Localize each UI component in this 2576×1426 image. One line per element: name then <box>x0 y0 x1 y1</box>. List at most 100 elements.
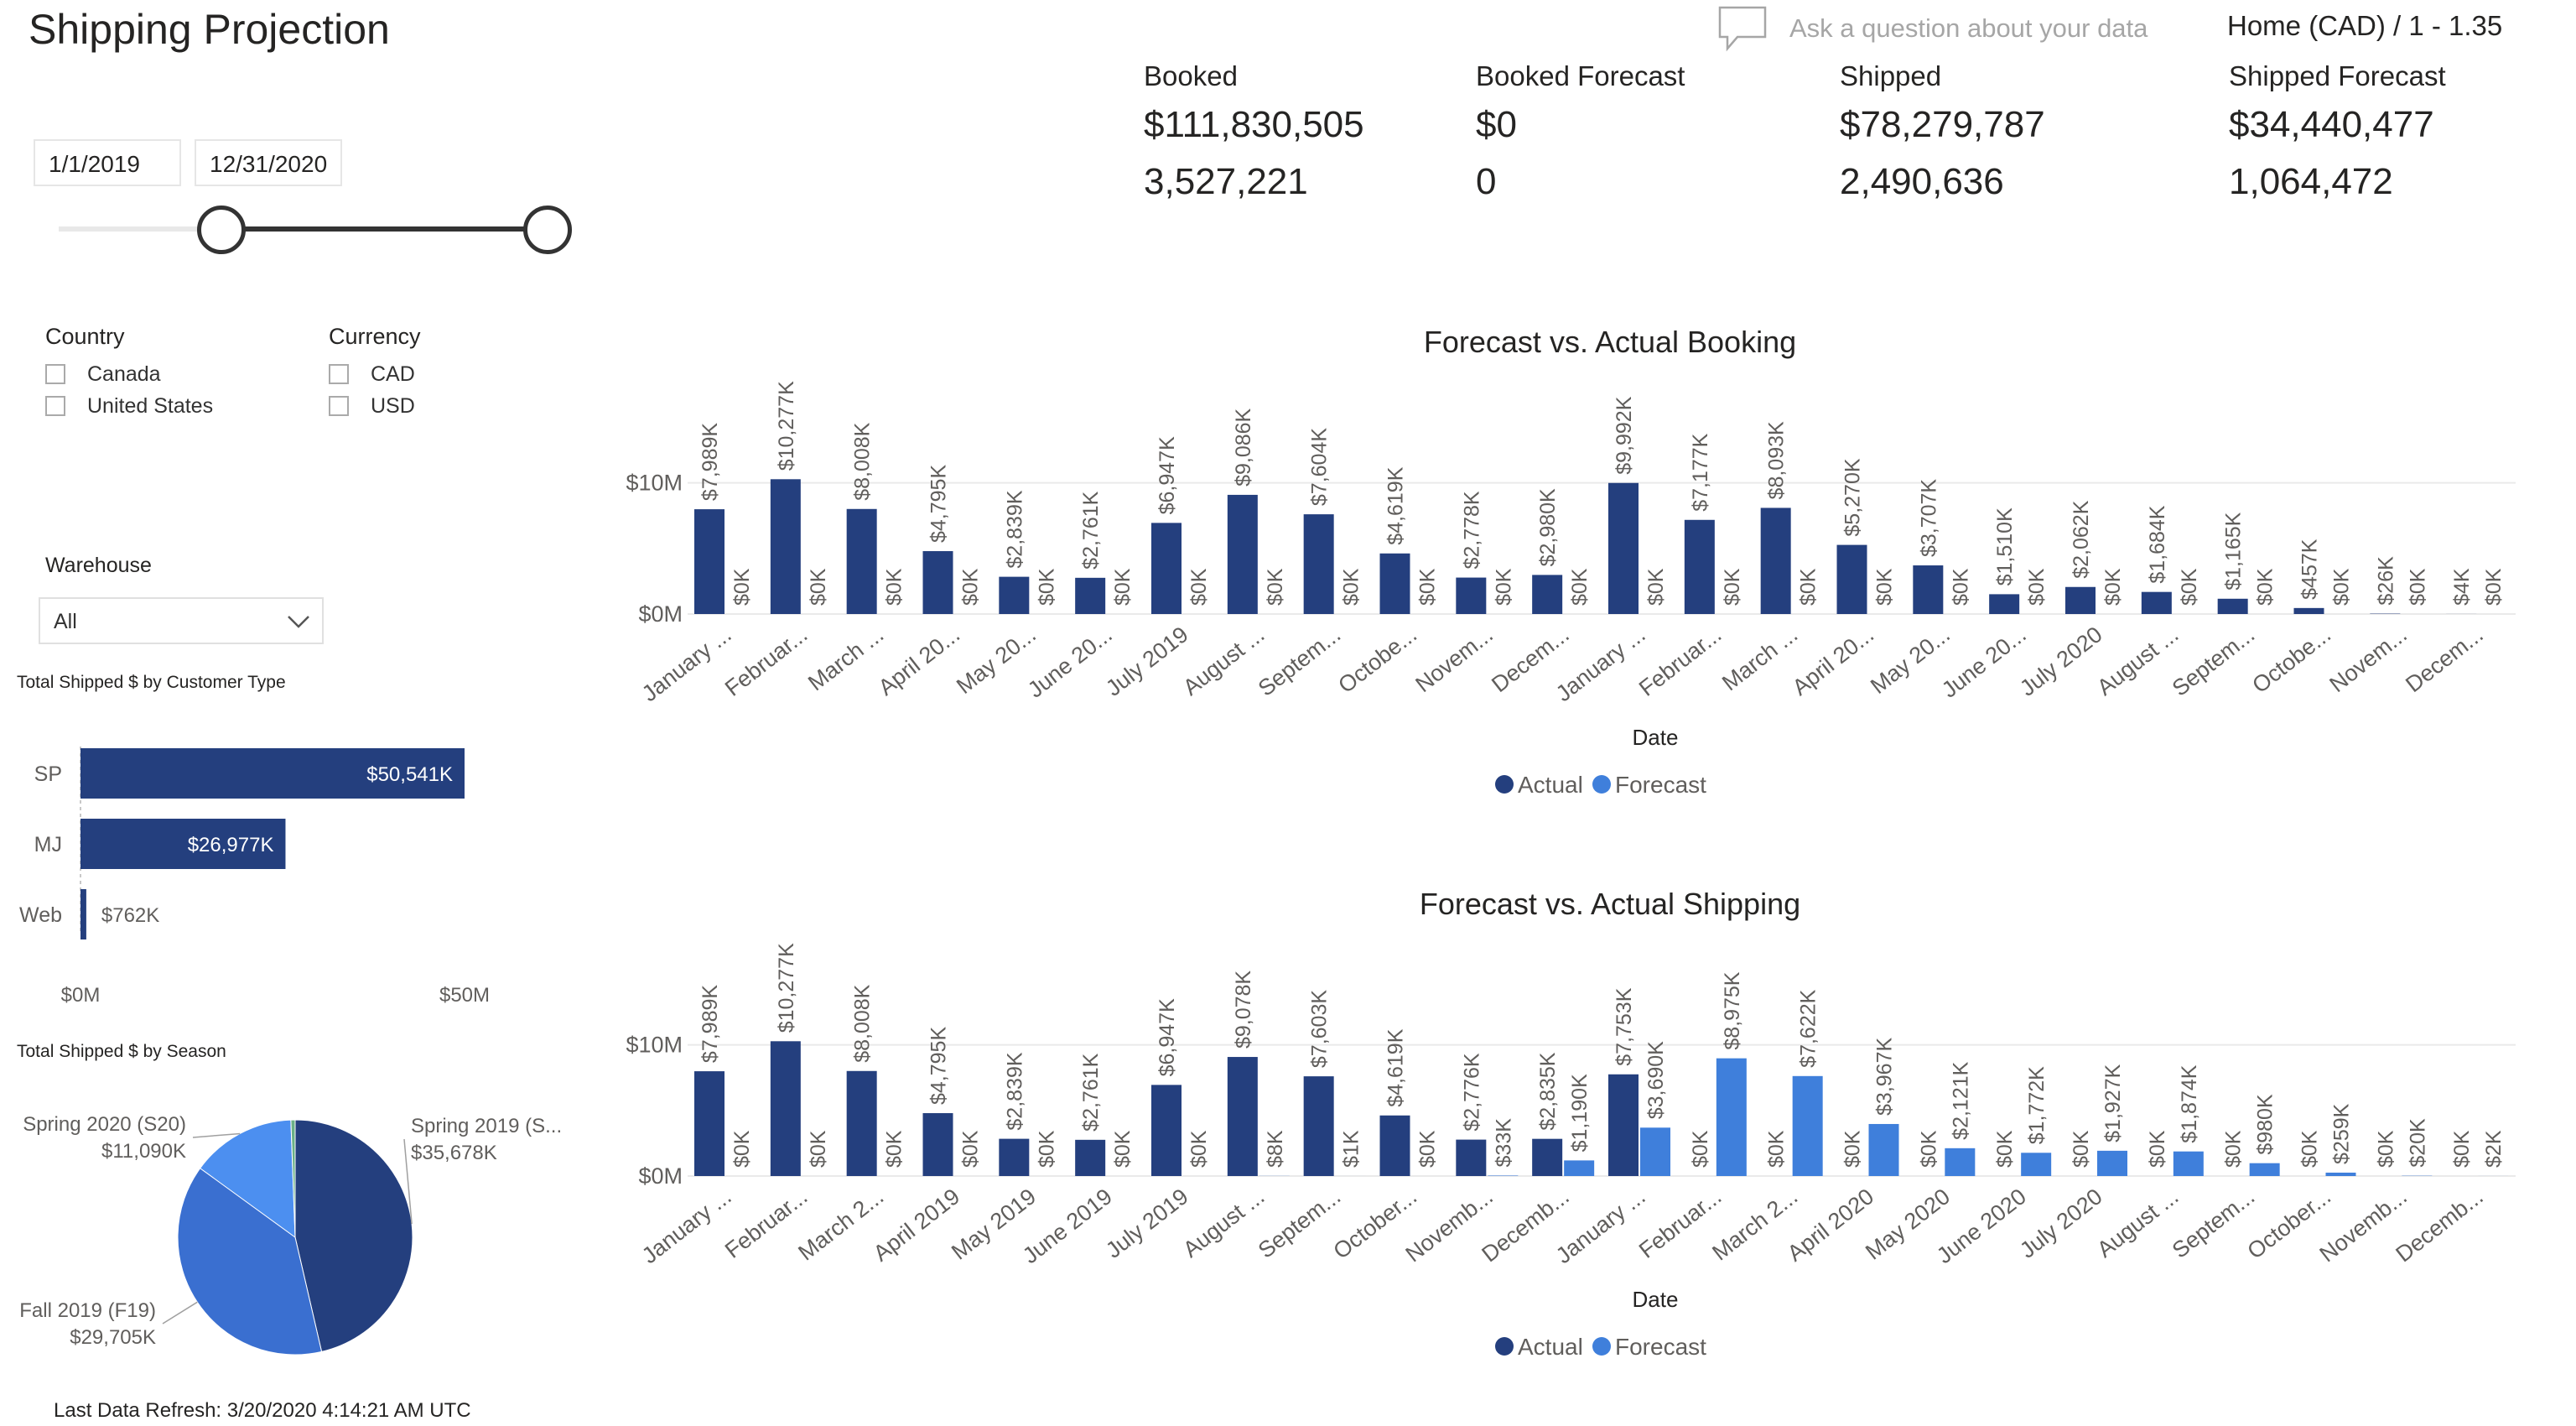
bar-forecast[interactable] <box>2097 1150 2127 1176</box>
bar-actual[interactable] <box>1303 1076 1334 1176</box>
x-tick-label: July 2019 <box>1101 1184 1193 1263</box>
bar-actual[interactable] <box>2217 598 2248 614</box>
bar-actual[interactable] <box>1684 519 1715 614</box>
checkbox[interactable] <box>329 364 349 384</box>
pie-slice[interactable] <box>200 1119 296 1239</box>
bar-actual[interactable] <box>1075 1139 1106 1176</box>
pie-slice[interactable] <box>177 1168 323 1356</box>
chevron-down-icon <box>288 616 309 628</box>
bar-forecast[interactable] <box>1640 1127 1670 1176</box>
legend-label[interactable]: Actual <box>1518 772 1583 798</box>
data-label-forecast: $8K <box>1264 1130 1287 1168</box>
last-refresh-text: Last Data Refresh: 3/20/2020 4:14:21 AM … <box>54 1399 471 1422</box>
checkbox[interactable] <box>45 396 65 416</box>
data-label-actual: $0K <box>1765 1130 1789 1168</box>
y-tick-label: $0M <box>638 1163 683 1189</box>
legend-label[interactable]: Forecast <box>1615 772 1706 798</box>
bar-actual[interactable] <box>922 1113 953 1176</box>
legend-label[interactable]: Forecast <box>1615 1334 1706 1360</box>
bar-actual[interactable] <box>1532 575 1563 614</box>
bar-actual[interactable] <box>1608 1074 1639 1176</box>
bar-actual[interactable] <box>1379 1115 1410 1176</box>
date-slider-start-handle[interactable] <box>197 206 246 254</box>
bar-actual[interactable] <box>1227 1057 1258 1176</box>
data-label-forecast: $1,874K <box>2178 1064 2201 1142</box>
bar-actual[interactable] <box>2065 586 2096 614</box>
end-date-input[interactable]: 12/31/2020 <box>195 139 342 186</box>
currency-option-label: USD <box>371 393 415 418</box>
bar-actual[interactable] <box>694 509 724 614</box>
page-title: Shipping Projection <box>29 6 390 53</box>
pie-slice[interactable] <box>290 1119 296 1238</box>
data-label-forecast: $0K <box>2254 568 2277 606</box>
data-label-actual: $457K <box>2298 539 2322 600</box>
bar-actual[interactable] <box>1836 544 1867 614</box>
x-tick-label: $50M <box>439 984 490 1007</box>
checkbox[interactable] <box>329 396 349 416</box>
data-label-actual: $2,062K <box>2070 500 2093 578</box>
bar-actual[interactable] <box>1760 507 1791 614</box>
country-option-canada[interactable]: Canada <box>45 358 213 390</box>
bar[interactable] <box>80 819 286 869</box>
bar-actual[interactable] <box>1075 577 1106 614</box>
category-label: MJ <box>34 833 62 856</box>
bar-actual[interactable] <box>2293 607 2324 614</box>
bar-actual[interactable] <box>999 1138 1030 1176</box>
bar-actual[interactable] <box>846 508 877 614</box>
data-label-forecast: $0K <box>1492 568 1515 606</box>
bar-forecast[interactable] <box>1716 1058 1747 1176</box>
bar-forecast[interactable] <box>2173 1151 2204 1176</box>
bar-actual[interactable] <box>1227 494 1258 614</box>
country-slicer: Country Canada United States <box>45 324 213 422</box>
bar-actual[interactable] <box>770 1041 801 1176</box>
data-label-actual: $7,989K <box>699 423 722 501</box>
bar-forecast[interactable] <box>1488 1175 1519 1176</box>
leader-line <box>192 1132 241 1138</box>
bar-actual[interactable] <box>1151 523 1182 614</box>
bar-actual[interactable] <box>999 576 1030 614</box>
data-label-actual: $2,761K <box>1079 1053 1103 1131</box>
legend-label[interactable]: Actual <box>1518 1334 1583 1360</box>
slice-value: $29,705K <box>70 1326 156 1349</box>
bar[interactable] <box>80 889 86 939</box>
bar-actual[interactable] <box>846 1070 877 1176</box>
start-date-input[interactable]: 1/1/2019 <box>34 139 181 186</box>
data-label-forecast: $0K <box>959 568 983 606</box>
checkbox[interactable] <box>45 364 65 384</box>
bar-forecast[interactable] <box>2021 1153 2052 1176</box>
country-option-united-states[interactable]: United States <box>45 390 213 422</box>
qa-search[interactable]: Ask a question about your data <box>1717 5 2148 52</box>
data-label-actual: $10,277K <box>775 943 798 1033</box>
data-label-forecast: $1,927K <box>2101 1064 2125 1142</box>
bar-forecast[interactable] <box>1564 1160 1595 1176</box>
bar-actual[interactable] <box>1379 553 1410 614</box>
chat-bubble-icon <box>1718 6 1767 52</box>
bar-actual[interactable] <box>1456 1139 1487 1176</box>
bar-actual[interactable] <box>1151 1085 1182 1176</box>
data-label-forecast: $1,190K <box>1568 1074 1592 1152</box>
bar-actual[interactable] <box>694 1071 724 1176</box>
currency-option-cad[interactable]: CAD <box>329 358 421 390</box>
bar-actual[interactable] <box>1456 577 1487 614</box>
bar-actual[interactable] <box>1303 514 1334 614</box>
data-label-forecast: $8,975K <box>1721 971 1744 1049</box>
bar-forecast[interactable] <box>2249 1163 2280 1176</box>
bar-actual[interactable] <box>1608 482 1639 614</box>
bar-forecast[interactable] <box>1792 1075 1823 1176</box>
x-tick-label: April 2019 <box>869 1184 964 1267</box>
bar[interactable] <box>80 748 465 799</box>
bar-actual[interactable] <box>1989 594 2020 614</box>
bar-actual[interactable] <box>1532 1138 1563 1176</box>
bar-actual[interactable] <box>922 551 953 614</box>
data-label-actual: $2,776K <box>1460 1053 1483 1131</box>
date-slider-end-handle[interactable] <box>523 206 572 254</box>
data-label-actual: $10,277K <box>775 381 798 471</box>
bar-forecast[interactable] <box>1868 1123 1899 1176</box>
bar-actual[interactable] <box>770 479 801 614</box>
bar-forecast[interactable] <box>1945 1148 1976 1176</box>
warehouse-dropdown[interactable]: All <box>39 597 324 644</box>
bar-actual[interactable] <box>1913 565 1944 614</box>
bar-forecast[interactable] <box>2325 1172 2356 1176</box>
bar-actual[interactable] <box>2141 591 2172 614</box>
currency-option-usd[interactable]: USD <box>329 390 421 422</box>
